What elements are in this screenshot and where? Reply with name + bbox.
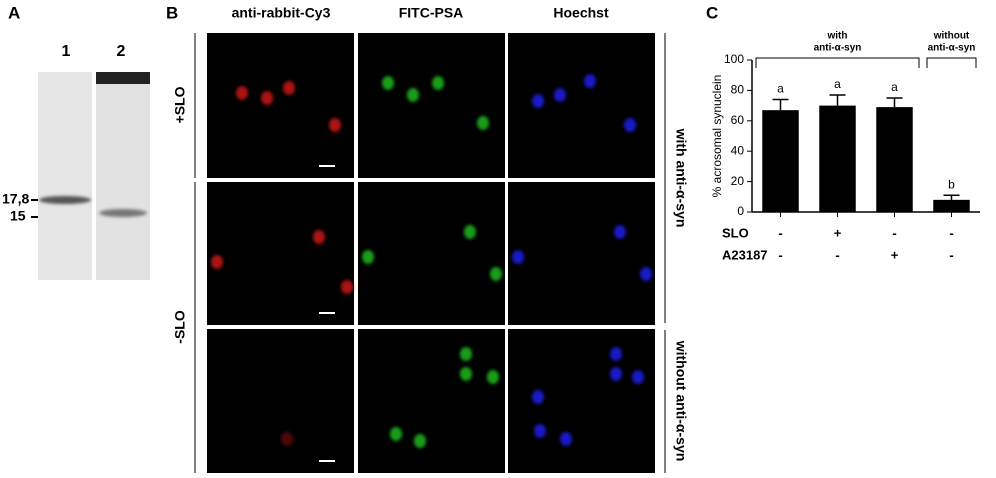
condition-value: + [891, 247, 899, 262]
significance-letter: b [948, 177, 955, 191]
cell [614, 225, 626, 239]
condition-name: A23187 [722, 247, 768, 262]
cell [610, 367, 622, 381]
condition-value: - [949, 247, 953, 262]
group-bracket [755, 57, 920, 68]
micrograph [508, 182, 655, 325]
side-label: with anti-α-syn [673, 128, 689, 228]
column-label: Hoechst [553, 5, 609, 21]
bar [933, 199, 970, 212]
cell [407, 88, 419, 102]
band [39, 196, 91, 204]
micrograph [508, 33, 655, 178]
cell [460, 367, 472, 381]
y-axis-label: % acrosomal synuclein [710, 75, 724, 198]
condition-value: - [949, 225, 953, 240]
condition-value: - [778, 225, 782, 240]
micrograph [207, 33, 354, 178]
group-bracket [926, 57, 977, 68]
significance-letter: a [891, 80, 898, 94]
group-label: with [827, 31, 848, 42]
cell [532, 94, 544, 108]
micrograph [358, 33, 505, 178]
cell [477, 116, 489, 130]
cell [464, 225, 476, 239]
lane-label: 1 [62, 43, 71, 60]
micrograph [207, 329, 354, 473]
significance-letter: a [834, 77, 841, 91]
y-tick-label: 0 [737, 204, 744, 218]
condition-value: - [835, 247, 839, 262]
micrograph [207, 182, 354, 325]
micrograph [358, 329, 505, 473]
cell [236, 86, 248, 100]
band [99, 209, 147, 217]
cell [313, 230, 325, 244]
error-bar [829, 94, 846, 106]
cell [432, 76, 444, 90]
blot-top [96, 72, 150, 84]
group-label: anti-α-syn [814, 43, 862, 54]
cell [390, 427, 402, 441]
micrograph [508, 329, 655, 473]
cell [560, 432, 572, 446]
y-tick-label: 80 [731, 83, 745, 97]
column-label: anti-rabbit-Cy3 [232, 5, 331, 21]
panel-label: C [706, 3, 718, 22]
blot-lane [38, 72, 92, 280]
cell [329, 118, 341, 132]
condition-value: + [834, 225, 842, 240]
error-bar [943, 194, 960, 200]
group-label: without [933, 31, 970, 42]
y-tick-label: 60 [731, 113, 745, 127]
cell [532, 390, 544, 404]
y-tick-label: 100 [724, 52, 744, 66]
significance-letter: a [777, 82, 784, 96]
condition-value: - [892, 225, 896, 240]
cell [640, 267, 652, 281]
cell [610, 347, 622, 361]
cell [283, 81, 295, 95]
chart: C % acrosomal synuclein 0 20 40 60 80 100 a - - a + -… [706, 3, 980, 262]
row-label: +SLO [172, 86, 188, 123]
row-label: -SLO [172, 310, 188, 344]
condition-name: SLO [722, 225, 749, 240]
panel-label: A [8, 3, 20, 22]
column-label: FITC-PSA [399, 5, 464, 21]
cell [554, 88, 566, 102]
bar [876, 107, 913, 212]
cell [487, 370, 499, 384]
condition-value: - [778, 247, 782, 262]
cell [534, 424, 546, 438]
side-label: without anti-α-syn [673, 340, 689, 462]
group-label: anti-α-syn [928, 43, 976, 54]
y-tick-label: 40 [731, 143, 745, 157]
cell [624, 118, 636, 132]
cell [490, 267, 502, 281]
blot-lane [96, 72, 150, 280]
micrograph [358, 182, 505, 325]
error-bar [886, 97, 903, 108]
micrographs [207, 33, 655, 473]
cell [584, 74, 596, 88]
cell [414, 434, 426, 448]
error-bar [772, 98, 789, 111]
panel-label: B [166, 3, 178, 22]
cell [211, 255, 223, 269]
lane-label: 2 [117, 43, 126, 60]
cell [261, 91, 273, 105]
marker-label: 17,8 [2, 191, 29, 207]
bar [762, 110, 799, 212]
cell [341, 280, 353, 294]
cell [362, 250, 374, 264]
cell [382, 76, 394, 90]
cell [460, 347, 472, 361]
cell [512, 250, 524, 264]
y-tick-label: 20 [731, 174, 745, 188]
marker-label: 15 [10, 208, 26, 224]
cell [281, 432, 293, 446]
cell [632, 370, 644, 384]
bar [819, 105, 856, 212]
